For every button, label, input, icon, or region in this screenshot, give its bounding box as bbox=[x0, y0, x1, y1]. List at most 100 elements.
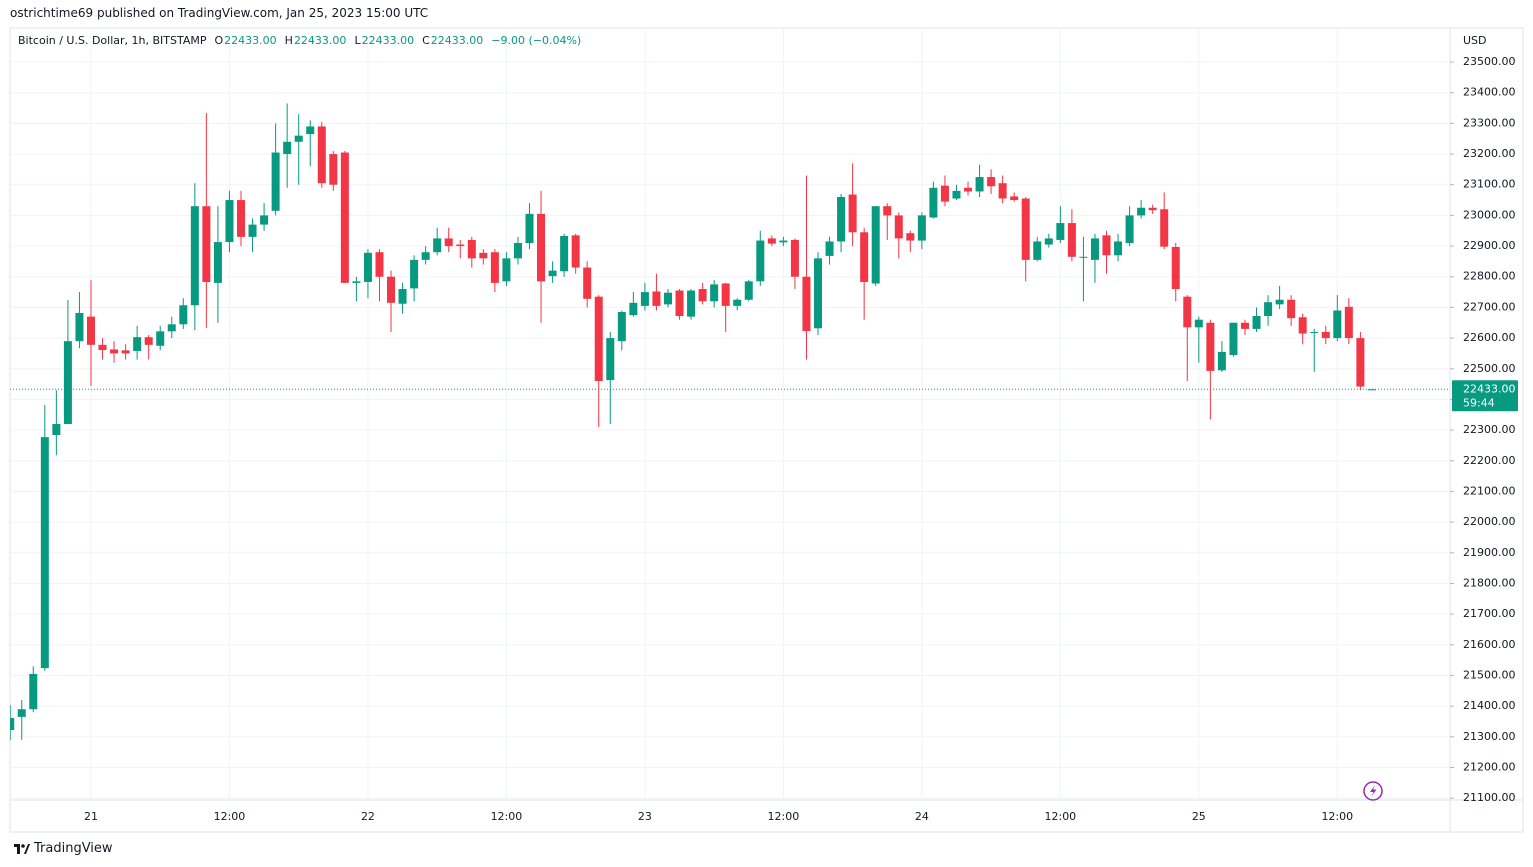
candle-body bbox=[1067, 223, 1076, 257]
candle-body bbox=[352, 281, 361, 283]
candle-body bbox=[40, 437, 49, 669]
candle-body bbox=[583, 267, 592, 299]
y-tick-label: 21200.00 bbox=[1463, 760, 1516, 773]
candle-body bbox=[63, 341, 72, 424]
candle-body bbox=[1310, 331, 1319, 333]
candle-body bbox=[687, 290, 696, 317]
legend: Bitcoin / U.S. Dollar, 1h, BITSTAMP O 224… bbox=[18, 34, 589, 47]
candle-body bbox=[329, 154, 338, 185]
candle-body bbox=[525, 213, 534, 244]
candle-body bbox=[1252, 316, 1261, 329]
y-tick-label: 21700.00 bbox=[1463, 607, 1516, 620]
countdown-label: 59:44 bbox=[1463, 396, 1495, 409]
candle-body bbox=[733, 299, 742, 306]
legend-value: 22433.00 bbox=[224, 34, 277, 47]
candle-body bbox=[1044, 238, 1053, 245]
candle-body bbox=[433, 238, 442, 253]
legend-value: 22433.00 bbox=[293, 34, 347, 47]
candle-body bbox=[1194, 319, 1203, 328]
candle-body bbox=[1333, 310, 1342, 339]
last-price-box bbox=[1452, 380, 1518, 412]
candle-body bbox=[1367, 389, 1376, 391]
y-tick-label: 23000.00 bbox=[1463, 208, 1516, 221]
candle-body bbox=[560, 235, 569, 272]
candle-body bbox=[467, 239, 476, 259]
candle-body bbox=[537, 213, 546, 282]
candle-body bbox=[848, 194, 857, 233]
candle-body bbox=[398, 289, 407, 304]
candle-body bbox=[617, 312, 626, 342]
y-tick-label: 22300.00 bbox=[1463, 423, 1516, 436]
y-tick-label: 22100.00 bbox=[1463, 484, 1516, 497]
candle-body bbox=[1229, 322, 1238, 355]
candle-body bbox=[571, 235, 580, 268]
candle-body bbox=[1217, 351, 1226, 371]
y-tick-label: 21100.00 bbox=[1463, 791, 1516, 804]
candle-body bbox=[133, 337, 142, 351]
candle-body bbox=[1240, 322, 1249, 329]
legend-value: 22433.00 bbox=[361, 34, 415, 47]
candle-body bbox=[213, 242, 222, 283]
candle-wick bbox=[725, 282, 727, 332]
candle-wick bbox=[55, 390, 57, 456]
candle-body bbox=[1356, 338, 1365, 387]
candle-body bbox=[640, 292, 649, 306]
y-tick-label: 21300.00 bbox=[1463, 730, 1516, 743]
x-tick-label: 12:00 bbox=[768, 810, 800, 823]
y-tick-label: 21500.00 bbox=[1463, 668, 1516, 681]
legend-key: L bbox=[354, 34, 361, 47]
candle-wick bbox=[459, 239, 461, 259]
candle-body bbox=[710, 284, 719, 302]
candle-body bbox=[86, 316, 95, 345]
y-tick-label: 23300.00 bbox=[1463, 116, 1516, 129]
candle-body bbox=[894, 215, 903, 239]
candle-body bbox=[790, 239, 799, 277]
candle-wick bbox=[309, 120, 311, 167]
candle-body bbox=[1344, 306, 1353, 339]
candle-body bbox=[1033, 241, 1042, 260]
candle-body bbox=[860, 232, 869, 282]
candle-body bbox=[121, 350, 130, 354]
candle-body bbox=[363, 252, 372, 282]
y-tick-label: 22700.00 bbox=[1463, 300, 1516, 313]
candle-body bbox=[744, 281, 753, 300]
candle-body bbox=[444, 238, 453, 247]
candle-body bbox=[1010, 196, 1019, 201]
candle-body bbox=[663, 292, 672, 305]
candle-body bbox=[802, 276, 811, 332]
candle-body bbox=[421, 252, 430, 260]
candle-body bbox=[814, 258, 822, 329]
candle-body bbox=[998, 183, 1007, 199]
candle-body bbox=[917, 215, 926, 241]
y-tick-label: 22800.00 bbox=[1463, 270, 1516, 283]
candle-body bbox=[98, 344, 107, 351]
candle-body bbox=[825, 241, 834, 256]
y-tick-label: 21400.00 bbox=[1463, 699, 1516, 712]
legend-value: 22433.00 bbox=[430, 34, 484, 47]
candle-body bbox=[237, 200, 245, 237]
candle-body bbox=[52, 423, 61, 436]
x-tick-label: 24 bbox=[915, 810, 929, 823]
x-tick-label: 23 bbox=[638, 810, 652, 823]
candle-body bbox=[929, 187, 938, 218]
legend-change: −9.00 (−0.04%) bbox=[491, 34, 582, 47]
candle-body bbox=[975, 177, 984, 192]
candle-body bbox=[17, 709, 26, 717]
legend-key: H bbox=[284, 34, 293, 47]
candle-body bbox=[721, 283, 730, 306]
publisher-line: ostrichtime69 published on TradingView.c… bbox=[10, 6, 429, 20]
candle-body bbox=[1171, 246, 1180, 290]
candle-body bbox=[271, 152, 280, 211]
y-tick-label: 23500.00 bbox=[1463, 55, 1516, 68]
candle-body bbox=[410, 259, 419, 289]
currency-label: USD bbox=[1463, 34, 1487, 47]
y-tick-label: 22500.00 bbox=[1463, 362, 1516, 375]
candle-body bbox=[548, 270, 557, 277]
symbol-title: Bitcoin / U.S. Dollar, 1h, BITSTAMP bbox=[18, 34, 207, 47]
candle-body bbox=[190, 206, 199, 306]
candle-body bbox=[1056, 223, 1065, 240]
candle-body bbox=[1206, 322, 1215, 371]
candle-body bbox=[1287, 299, 1296, 319]
candle-body bbox=[340, 152, 349, 283]
